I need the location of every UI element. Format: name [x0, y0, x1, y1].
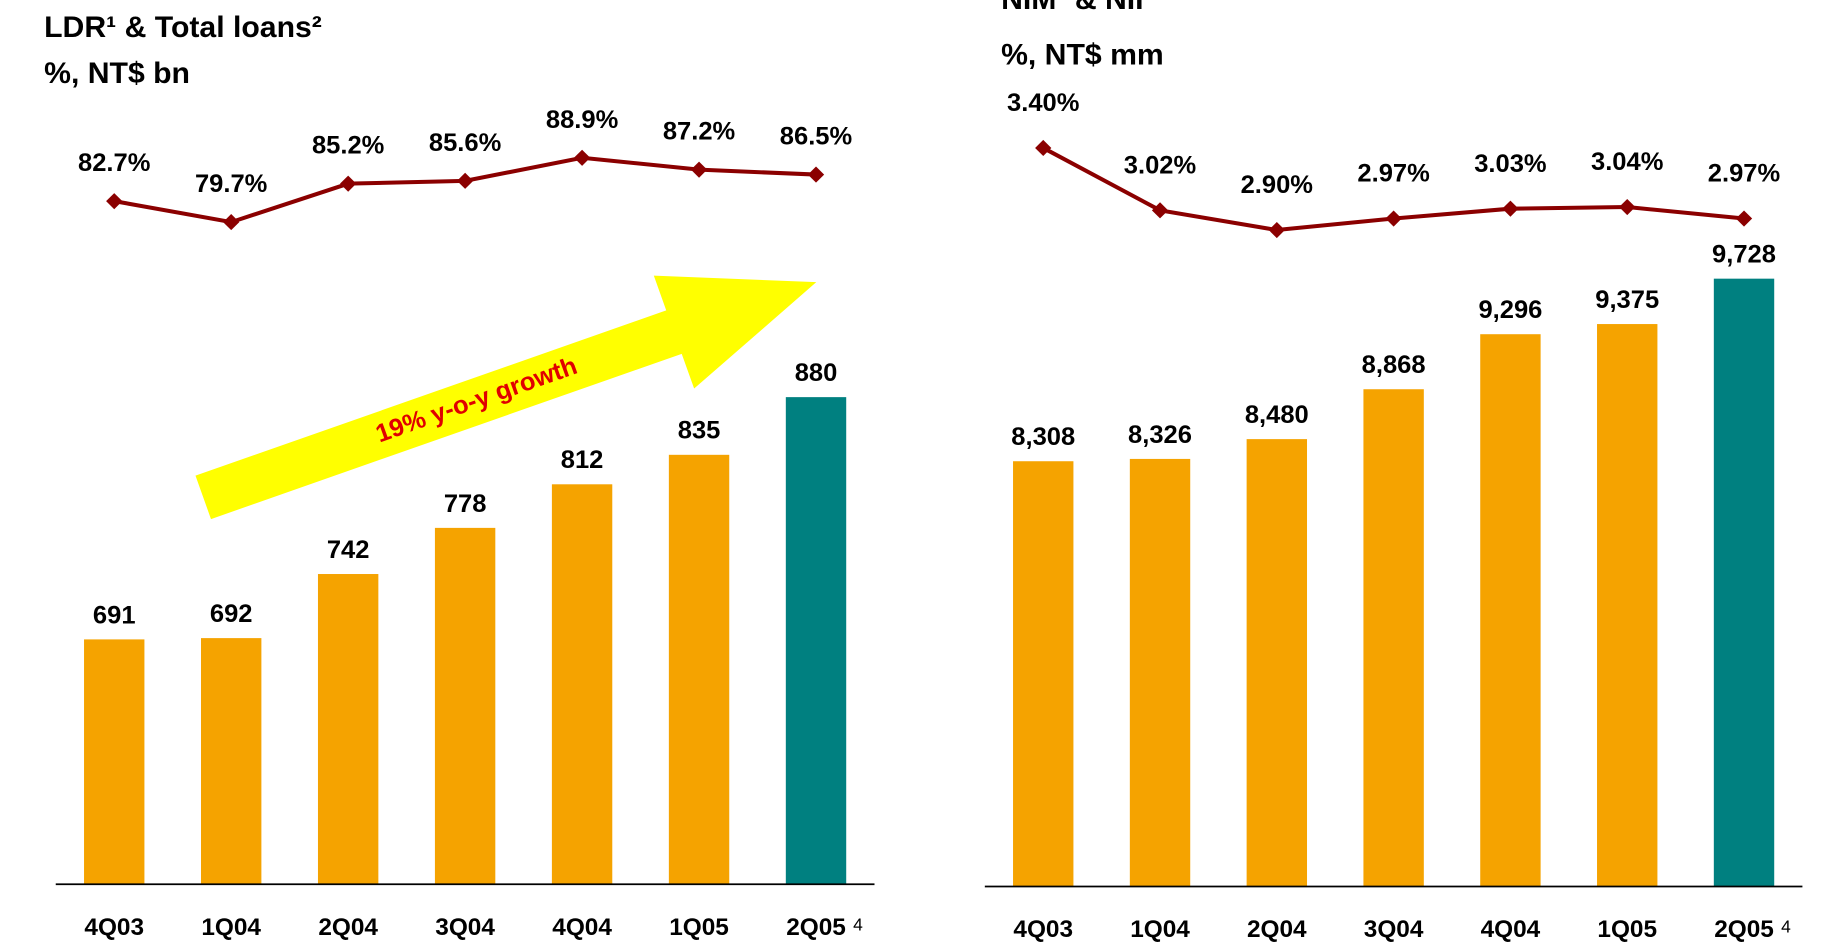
data-label: 85.2%: [312, 132, 384, 160]
data-label: 87.2%: [663, 118, 735, 146]
data-label: 3.03%: [1474, 150, 1546, 178]
data-label: 880: [795, 359, 838, 387]
data-label: 86.5%: [780, 123, 852, 151]
line-marker: [1385, 210, 1402, 227]
x-tick-label: 3Q04: [435, 914, 495, 941]
line-marker: [1619, 198, 1636, 216]
line-marker: [340, 175, 357, 192]
line-marker: [1035, 139, 1052, 157]
footnote-marker: 4: [853, 914, 863, 934]
data-label: 835: [678, 417, 721, 445]
line-marker: [807, 166, 825, 183]
data-label: 812: [561, 446, 604, 474]
growth-arrow: 19% y-o-y growth: [195, 275, 817, 520]
bar: [668, 454, 730, 885]
data-label: 2.97%: [1357, 160, 1429, 188]
bar: [200, 638, 262, 885]
bar: [1597, 324, 1658, 887]
data-label: 79.7%: [195, 170, 267, 198]
data-label: 3.02%: [1124, 152, 1196, 180]
data-label: 692: [210, 600, 253, 628]
bar: [84, 639, 145, 885]
data-label: 9,375: [1595, 286, 1659, 314]
data-label: 8,868: [1362, 351, 1426, 379]
footnote-marker: 4: [1781, 917, 1791, 937]
data-label: 8,308: [1011, 423, 1075, 451]
line-marker: [573, 149, 591, 166]
data-label: 85.6%: [429, 129, 501, 157]
bar: [1246, 439, 1308, 887]
chart-title: LDR¹ & Total loans²: [44, 11, 322, 44]
bar: [1480, 334, 1541, 887]
x-tick-label: 4Q03: [1013, 916, 1073, 943]
line-marker: [1502, 200, 1519, 217]
bar: [785, 397, 847, 885]
x-tick-label: 1Q04: [201, 914, 261, 941]
bar: [1129, 458, 1191, 887]
bar: [434, 527, 496, 885]
data-label: 8,326: [1128, 421, 1192, 449]
line-marker: [1735, 210, 1753, 227]
data-label: 82.7%: [78, 149, 150, 177]
bar: [1713, 278, 1775, 887]
data-label: 742: [327, 536, 370, 564]
data-label: 691: [93, 601, 136, 629]
x-tick-label: 1Q05: [669, 914, 729, 941]
x-tick-label: 2Q05: [786, 914, 846, 941]
line-marker: [1151, 202, 1169, 219]
x-tick-label: 2Q05: [1714, 916, 1774, 943]
chart-subtitle: %, NT$ mm: [1001, 39, 1164, 72]
x-tick-label: 1Q04: [1130, 916, 1190, 943]
data-label: 9,728: [1712, 241, 1776, 269]
bar: [1013, 461, 1074, 887]
x-tick-label: 3Q04: [1364, 916, 1424, 943]
line-marker: [456, 172, 474, 189]
data-label: 9,296: [1478, 296, 1542, 324]
bar: [551, 484, 613, 885]
data-label: 3.40%: [1007, 89, 1079, 117]
data-label: 778: [444, 490, 487, 518]
x-tick-label: 4Q04: [1481, 916, 1541, 943]
line-marker: [223, 214, 240, 231]
data-label: 88.9%: [546, 106, 618, 134]
data-label: 8,480: [1245, 401, 1309, 429]
bar: [1363, 389, 1424, 887]
chart-subtitle: %, NT$ bn: [44, 57, 190, 90]
data-label: 2.97%: [1708, 160, 1780, 188]
bar: [317, 574, 379, 885]
chart-title: NIM³ & NII: [1001, 0, 1143, 16]
x-tick-label: 4Q04: [552, 914, 612, 941]
x-tick-label: 1Q05: [1597, 916, 1657, 943]
line-marker: [690, 161, 708, 178]
line-marker: [106, 193, 123, 210]
data-label: 3.04%: [1591, 148, 1663, 176]
x-tick-label: 2Q04: [1247, 916, 1307, 943]
x-tick-label: 2Q04: [318, 914, 378, 941]
line-marker: [1268, 221, 1285, 239]
arrow-shape: [195, 275, 817, 520]
x-tick-label: 4Q03: [84, 914, 144, 941]
data-label: 2.90%: [1241, 171, 1313, 199]
